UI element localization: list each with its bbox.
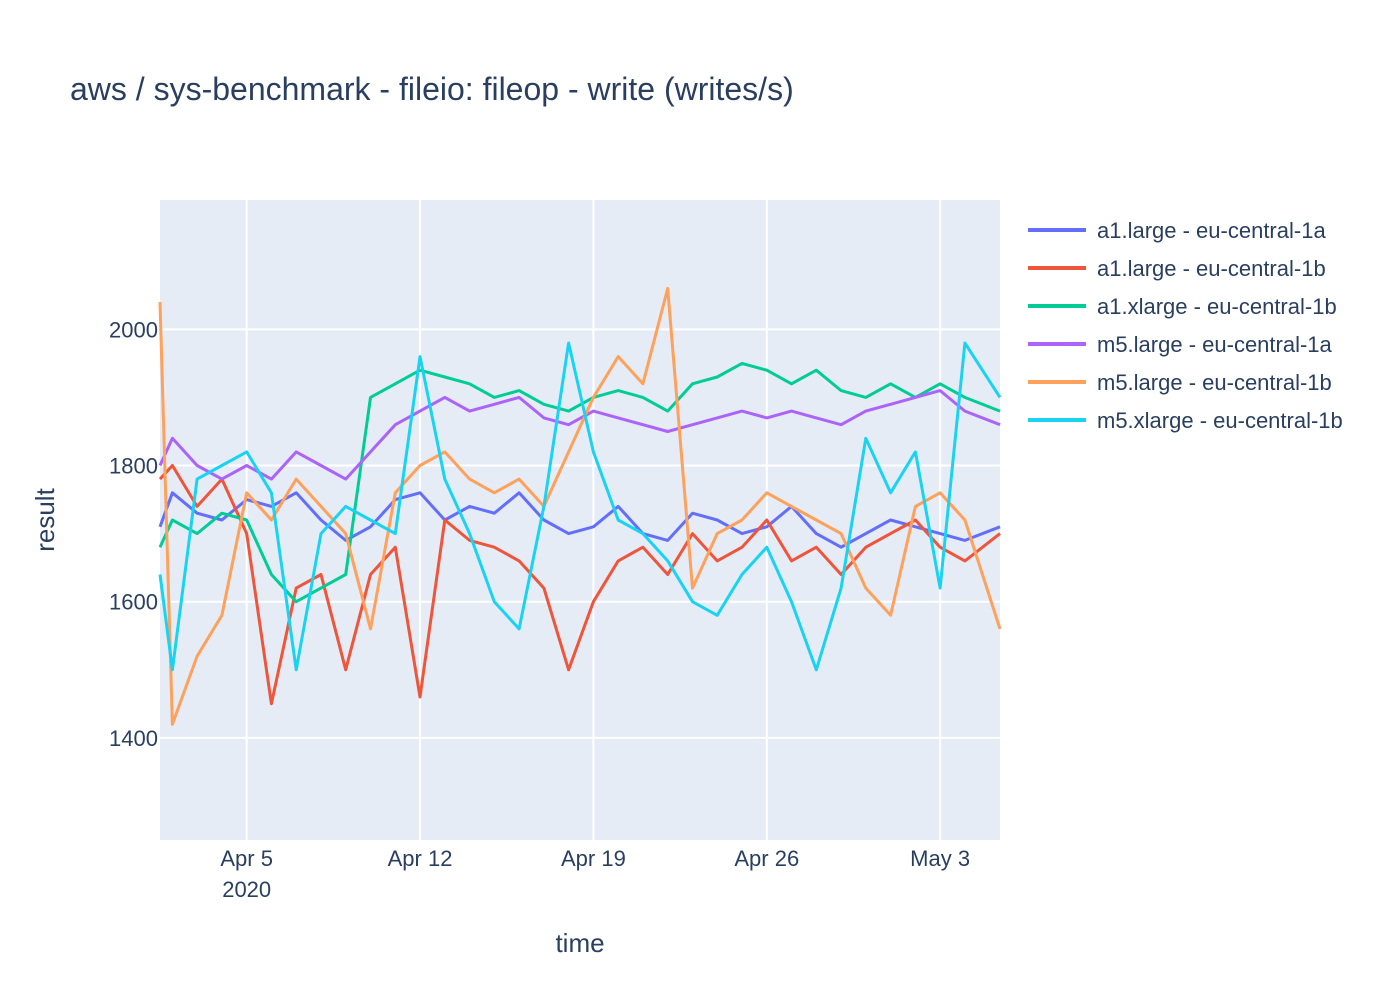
x-axis-ticks: Apr 5 2020 Apr 12 Apr 19 Apr 26 May 3: [220, 846, 970, 902]
series-line-2: [158, 464, 1001, 706]
series-line-4: [158, 389, 1001, 481]
x-tick-sublabel: 2020: [222, 877, 271, 902]
y-axis-ticks: 1400 1600 1800 2000: [109, 317, 158, 751]
plot-area: [160, 200, 1000, 840]
series-line-6: [158, 341, 1002, 672]
x-tick-label: Apr 19: [561, 846, 626, 871]
legend-item-1[interactable]: a1.large - eu-central-1a: [1028, 218, 1326, 243]
x-tick-label: May 3: [910, 846, 970, 871]
legend-label: m5.large - eu-central-1b: [1097, 370, 1332, 395]
legend-item-5[interactable]: m5.large - eu-central-1b: [1028, 370, 1332, 395]
x-tick-label: Apr 5: [220, 846, 273, 871]
legend-label: m5.xlarge - eu-central-1b: [1097, 408, 1343, 433]
series-line-5: [158, 287, 1002, 726]
legend-label: m5.large - eu-central-1a: [1097, 332, 1333, 357]
legend-item-4[interactable]: m5.large - eu-central-1a: [1028, 332, 1333, 357]
legend-item-6[interactable]: m5.xlarge - eu-central-1b: [1028, 408, 1343, 433]
series-line-3: [158, 361, 1001, 604]
legend-label: a1.large - eu-central-1a: [1097, 218, 1326, 243]
chart-title: aws / sys-benchmark - fileio: fileop - w…: [70, 71, 794, 107]
y-tick-label: 2000: [109, 317, 158, 342]
legend-item-2[interactable]: a1.large - eu-central-1b: [1028, 256, 1326, 281]
legend-item-3[interactable]: a1.xlarge - eu-central-1b: [1028, 294, 1337, 319]
series-layer: [158, 287, 1002, 726]
grid: [160, 200, 1000, 840]
legend[interactable]: a1.large - eu-central-1a a1.large - eu-ce…: [1028, 218, 1343, 433]
y-tick-label: 1800: [109, 454, 158, 479]
legend-label: a1.xlarge - eu-central-1b: [1097, 294, 1337, 319]
x-axis-title: time: [555, 928, 604, 958]
y-tick-label: 1400: [109, 726, 158, 751]
x-tick-label: Apr 12: [388, 846, 453, 871]
legend-label: a1.large - eu-central-1b: [1097, 256, 1326, 281]
y-axis-title: result: [30, 487, 60, 551]
x-tick-label: Apr 26: [734, 846, 799, 871]
y-tick-label: 1600: [109, 590, 158, 615]
